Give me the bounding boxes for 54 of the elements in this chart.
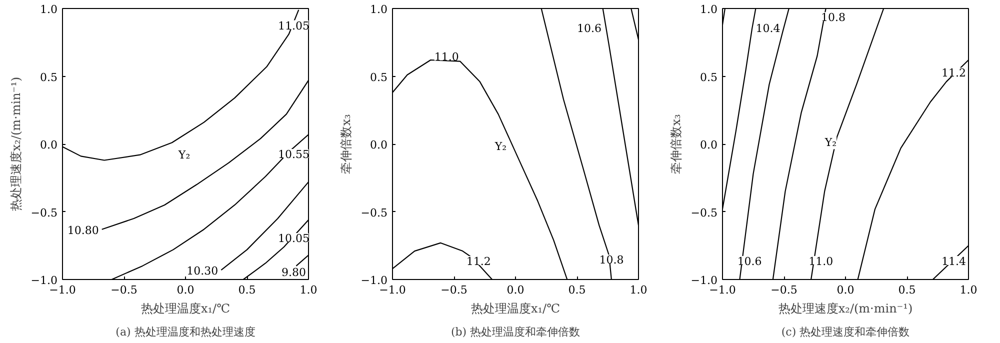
x-tick-label: −0.5 [440,284,468,296]
annotation: 10.8 [820,11,846,24]
annotation: 10.6 [577,22,602,35]
x-tick-label: 0.5 [898,284,916,296]
x-tick-label: 0.0 [506,284,524,296]
annotation: Y₂ [177,148,190,162]
x-axis-title: 热处理温度x₁/℃ [470,302,560,316]
line-series [392,59,568,280]
annotation: 10.30 [186,264,218,278]
y-tick-label: −0.5 [30,206,58,220]
y-axis-title: 牵伸倍数x₃ [668,114,683,174]
annotation: 10.4 [756,22,780,35]
y-tick-label: 0.5 [370,70,388,84]
annotation: 11.0 [434,50,459,64]
annotation: 11.2 [466,255,491,268]
text: (c) 热处理速度和牵伸倍数 [781,326,910,338]
x-tick-label: 0.0 [176,284,194,296]
annotation: Y₂ [824,136,837,150]
y-tick-label: 0.0 [40,138,58,152]
y-axis-title: 热处理速度x₂/(m·min⁻¹) [8,76,23,212]
y-tick-label: 0.0 [370,138,388,152]
annotation: 10.6 [737,255,762,268]
x-tick-label: −0.5 [110,284,138,296]
x-tick-label: −0.5 [770,284,798,296]
line-series [392,242,493,280]
annotation: 11.0 [808,255,834,268]
y-tick-label: 1.0 [700,3,718,16]
x-axis-title: 热处理温度x₁/℃ [140,302,230,316]
y-tick-label: 0.5 [40,70,58,84]
y-axis-title: 牵伸倍数x₃ [338,114,353,174]
y-tick-label: 1.0 [40,3,58,16]
annotation: 9.80 [281,266,306,279]
annotation: 10.05 [278,232,310,245]
x-tick-label: 0.0 [836,284,854,296]
annotation: 10.55 [278,148,310,161]
y-tick-label: 0.0 [700,138,718,152]
annotation: 11.05 [278,19,310,32]
annotation: 10.80 [67,224,99,237]
x-axis-title: 热处理速度x₂/(m·min⁻¹) [778,302,913,316]
x-tick-label: 1.0 [630,284,648,296]
text: (b) 热处理温度和牵伸倍数 [450,326,580,338]
y-tick-label: −0.5 [690,206,718,220]
y-tick-label: 0.5 [700,70,718,84]
annotation: 10.8 [599,254,624,267]
annotation: 11.2 [941,66,966,80]
y-tick-label: −0.5 [360,206,388,220]
x-tick-label: 0.5 [568,284,586,296]
y-tick-label: 1.0 [370,3,388,16]
text: (a) 热处理温度和热处理速度 [116,326,256,338]
x-tick-label: 0.5 [238,284,256,296]
annotation: Y₂ [494,140,507,154]
annotation: 11.4 [941,255,966,268]
x-tick-label: 1.0 [300,284,318,296]
x-tick-label: 1.0 [960,284,978,296]
